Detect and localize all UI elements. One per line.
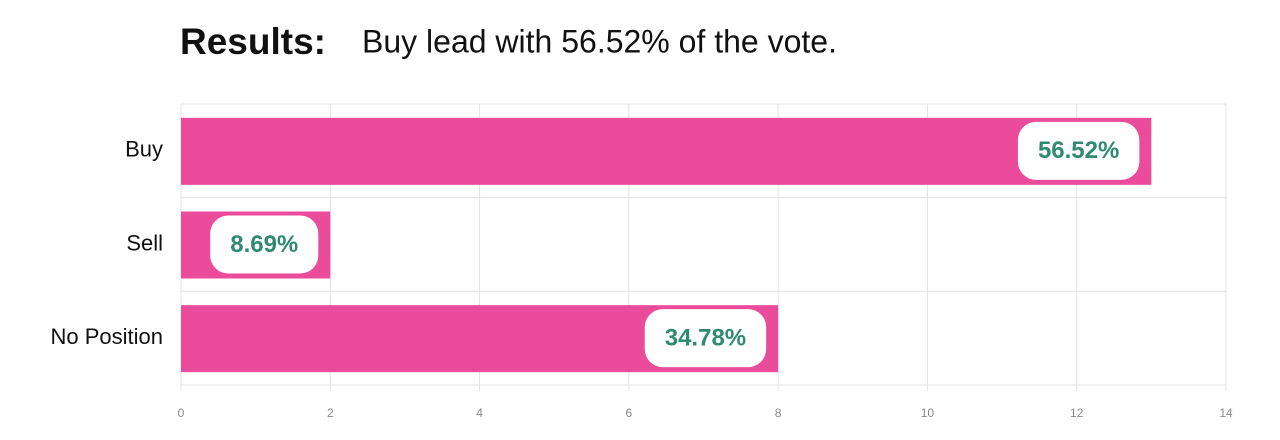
x-tick-label: 2 bbox=[327, 406, 334, 420]
x-tick-label: 14 bbox=[1219, 406, 1233, 420]
y-tick-label: Sell bbox=[126, 230, 163, 255]
chart-title: Results: bbox=[180, 21, 326, 62]
x-tick-label: 12 bbox=[1070, 406, 1084, 420]
y-tick-label: No Position bbox=[50, 324, 163, 349]
x-tick-label: 0 bbox=[178, 406, 185, 420]
bar bbox=[181, 117, 1152, 185]
y-tick-label: Buy bbox=[125, 137, 163, 162]
value-label-bg bbox=[210, 215, 319, 274]
value-label-bg bbox=[644, 309, 767, 368]
value-label: 8.69% bbox=[230, 231, 298, 258]
chart-subtitle: Buy lead with 56.52% of the vote. bbox=[362, 23, 837, 59]
x-tick-label: 8 bbox=[775, 406, 782, 420]
value-label: 34.78% bbox=[665, 325, 746, 352]
value-label-bg bbox=[1017, 121, 1140, 180]
x-tick-label: 10 bbox=[921, 406, 935, 420]
x-tick-label: 6 bbox=[626, 406, 633, 420]
value-label: 56.52% bbox=[1038, 137, 1119, 164]
x-tick-label: 4 bbox=[476, 406, 483, 420]
